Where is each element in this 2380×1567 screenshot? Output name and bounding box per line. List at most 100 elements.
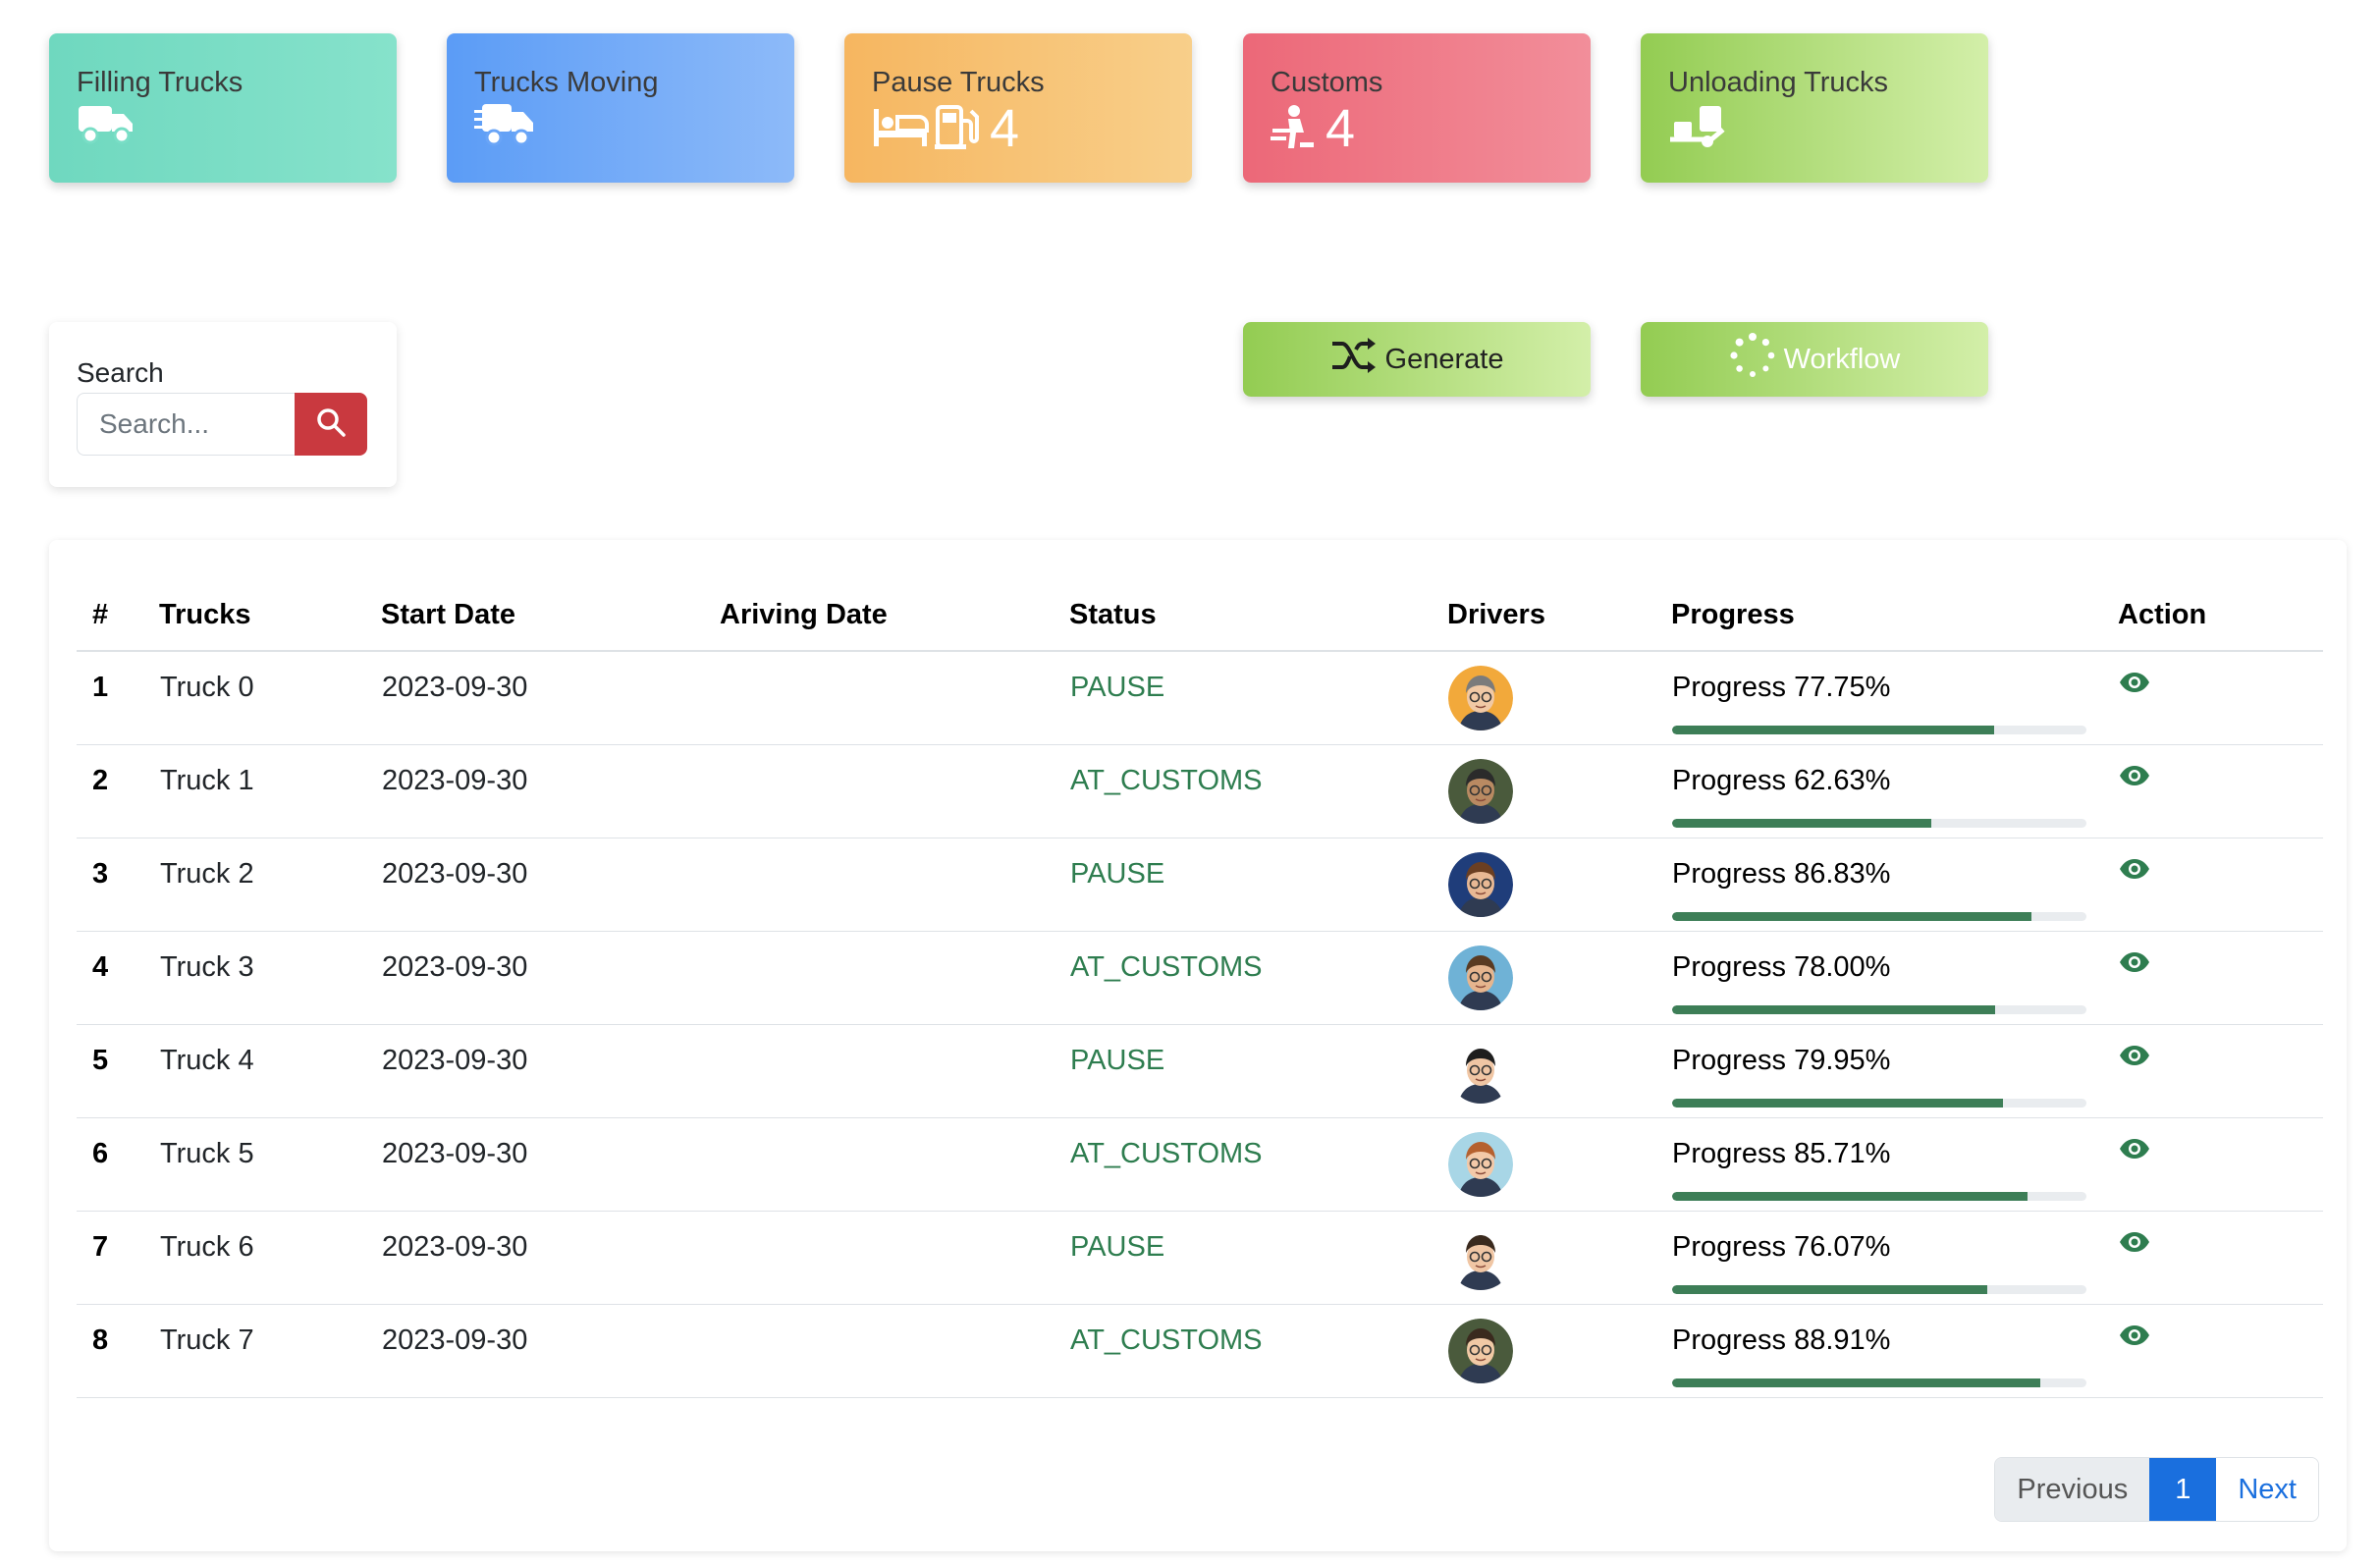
progress-label: Progress 88.91% bbox=[1672, 1324, 1891, 1356]
progress-cell: Progress 78.00% bbox=[1671, 931, 2118, 1025]
shuffle-icon bbox=[1330, 336, 1378, 383]
eye-icon[interactable] bbox=[2119, 1138, 2322, 1160]
table-row[interactable]: 4 Truck 3 2023-09-30 AT_CUSTOMS Progress… bbox=[77, 931, 2323, 1025]
start-date: 2023-09-30 bbox=[381, 651, 720, 745]
start-date: 2023-09-30 bbox=[381, 1024, 720, 1118]
table-row[interactable]: 3 Truck 2 2023-09-30 PAUSE Progress 86.8… bbox=[77, 838, 2323, 932]
generate-button[interactable]: Generate bbox=[1243, 322, 1591, 397]
progress-label: Progress 85.71% bbox=[1672, 1137, 1891, 1169]
column-header-number[interactable]: # bbox=[77, 579, 159, 652]
progress-label: Progress 78.00% bbox=[1672, 950, 1891, 983]
eye-icon[interactable] bbox=[2119, 765, 2322, 786]
trucks-table: # Trucks Start Date Ariving Date Status … bbox=[77, 579, 2323, 1398]
stat-card-filling[interactable]: Filling Trucks bbox=[49, 33, 397, 183]
stat-card-title: Pause Trucks bbox=[872, 67, 1045, 98]
pagination-page-1[interactable]: 1 bbox=[2149, 1458, 2217, 1521]
table-row[interactable]: 2 Truck 1 2023-09-30 AT_CUSTOMS Progress… bbox=[77, 744, 2323, 838]
truck-name: Truck 6 bbox=[159, 1211, 381, 1305]
search-label: Search bbox=[77, 357, 164, 388]
progress-bar bbox=[1672, 1191, 2086, 1201]
status-text: AT_CUSTOMS bbox=[1069, 1304, 1447, 1398]
eye-icon[interactable] bbox=[2119, 858, 2322, 880]
search-button[interactable] bbox=[295, 393, 367, 456]
truck-fast-icon bbox=[474, 102, 535, 152]
column-header-trucks[interactable]: Trucks bbox=[159, 579, 381, 652]
column-header-progress[interactable]: Progress bbox=[1671, 579, 2118, 652]
avatar[interactable] bbox=[1448, 1318, 1670, 1383]
arriving-date bbox=[720, 744, 1069, 838]
column-header-status[interactable]: Status bbox=[1069, 579, 1447, 652]
driver-cell bbox=[1447, 931, 1671, 1025]
table-row[interactable]: 7 Truck 6 2023-09-30 PAUSE Progress 76.0… bbox=[77, 1211, 2323, 1305]
table-row[interactable]: 5 Truck 4 2023-09-30 PAUSE Progress 79.9… bbox=[77, 1024, 2323, 1118]
driver-cell bbox=[1447, 1117, 1671, 1212]
stat-card-pause[interactable]: Pause Trucks 4 bbox=[844, 33, 1192, 183]
avatar[interactable] bbox=[1448, 758, 1670, 824]
row-number: 1 bbox=[77, 651, 159, 745]
driver-cell bbox=[1447, 1024, 1671, 1118]
action-cell bbox=[2118, 838, 2323, 932]
column-header-drivers[interactable]: Drivers bbox=[1447, 579, 1671, 652]
action-cell bbox=[2118, 1117, 2323, 1212]
progress-bar bbox=[1672, 818, 2086, 828]
pagination-previous[interactable]: Previous bbox=[1995, 1458, 2150, 1521]
avatar[interactable] bbox=[1448, 666, 1670, 730]
action-cell bbox=[2118, 651, 2323, 745]
progress-label: Progress 86.83% bbox=[1672, 857, 1891, 890]
table-row[interactable]: 8 Truck 7 2023-09-30 AT_CUSTOMS Progress… bbox=[77, 1304, 2323, 1398]
table-row[interactable]: 6 Truck 5 2023-09-30 AT_CUSTOMS Progress… bbox=[77, 1117, 2323, 1212]
avatar[interactable] bbox=[1448, 1224, 1670, 1290]
progress-label: Progress 79.95% bbox=[1672, 1044, 1891, 1076]
eye-icon[interactable] bbox=[2119, 1045, 2322, 1066]
dolly-icon bbox=[1668, 102, 1729, 154]
truck-name: Truck 7 bbox=[159, 1304, 381, 1398]
eye-icon[interactable] bbox=[2119, 951, 2322, 973]
eye-icon[interactable] bbox=[2119, 672, 2322, 693]
stat-card-title: Filling Trucks bbox=[77, 67, 243, 98]
pagination: Previous 1 Next bbox=[1994, 1457, 2319, 1522]
stat-card-unloading[interactable]: Unloading Trucks bbox=[1641, 33, 1988, 183]
row-number: 7 bbox=[77, 1211, 159, 1305]
progress-label: Progress 77.75% bbox=[1672, 672, 1891, 703]
stat-card-customs[interactable]: Customs 4 bbox=[1243, 33, 1591, 183]
avatar[interactable] bbox=[1448, 851, 1670, 917]
start-date: 2023-09-30 bbox=[381, 1304, 720, 1398]
generate-label: Generate bbox=[1384, 343, 1504, 375]
column-header-arriving-date[interactable]: Ariving Date bbox=[720, 579, 1069, 652]
row-number: 4 bbox=[77, 931, 159, 1025]
workflow-button[interactable]: Workflow bbox=[1641, 322, 1988, 397]
gas-pump-icon bbox=[935, 103, 980, 155]
driver-cell bbox=[1447, 651, 1671, 745]
driver-cell bbox=[1447, 744, 1671, 838]
progress-cell: Progress 86.83% bbox=[1671, 838, 2118, 932]
table-row[interactable]: 1 Truck 0 2023-09-30 PAUSE Progress 77.7… bbox=[77, 651, 2323, 745]
avatar[interactable] bbox=[1448, 945, 1670, 1010]
status-text: AT_CUSTOMS bbox=[1069, 1117, 1447, 1212]
column-header-start-date[interactable]: Start Date bbox=[381, 579, 720, 652]
stat-card-moving[interactable]: Trucks Moving bbox=[447, 33, 794, 183]
start-date: 2023-09-30 bbox=[381, 1211, 720, 1305]
search-input[interactable] bbox=[77, 393, 295, 456]
progress-bar bbox=[1672, 1098, 2086, 1108]
avatar[interactable] bbox=[1448, 1038, 1670, 1104]
pagination-next[interactable]: Next bbox=[2216, 1458, 2318, 1521]
status-text: PAUSE bbox=[1069, 1211, 1447, 1305]
avatar[interactable] bbox=[1448, 1131, 1670, 1197]
arriving-date bbox=[720, 1211, 1069, 1305]
eye-icon[interactable] bbox=[2119, 1231, 2322, 1253]
progress-cell: Progress 62.63% bbox=[1671, 744, 2118, 838]
status-text: AT_CUSTOMS bbox=[1069, 931, 1447, 1025]
truck-icon bbox=[77, 102, 135, 150]
column-header-action[interactable]: Action bbox=[2118, 579, 2323, 652]
action-cell bbox=[2118, 744, 2323, 838]
truck-name: Truck 4 bbox=[159, 1024, 381, 1118]
truck-name: Truck 2 bbox=[159, 838, 381, 932]
action-cell bbox=[2118, 1304, 2323, 1398]
eye-icon[interactable] bbox=[2119, 1324, 2322, 1346]
start-date: 2023-09-30 bbox=[381, 1117, 720, 1212]
row-number: 8 bbox=[77, 1304, 159, 1398]
truck-name: Truck 3 bbox=[159, 931, 381, 1025]
progress-label: Progress 62.63% bbox=[1672, 764, 1891, 796]
status-text: PAUSE bbox=[1069, 1024, 1447, 1118]
arriving-date bbox=[720, 651, 1069, 745]
